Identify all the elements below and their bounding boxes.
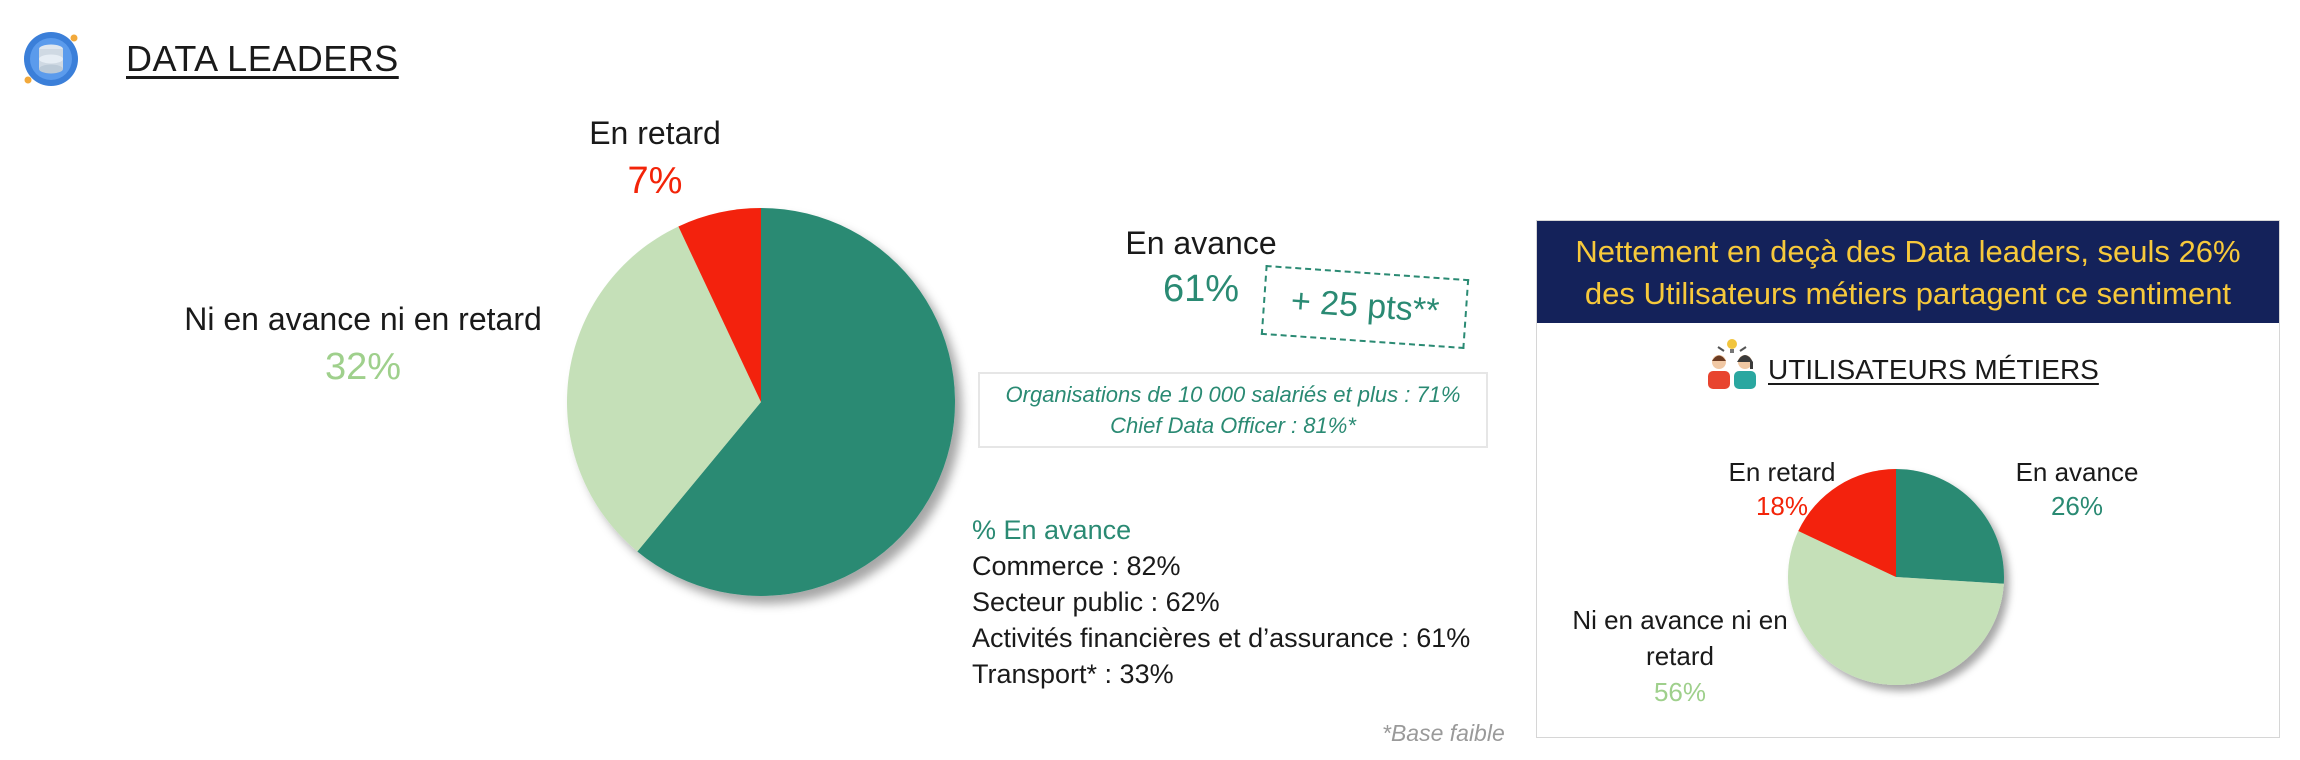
note-box: Organisations de 10 000 salariés et plus… [978,372,1488,448]
business-users-icon [1704,338,1760,390]
panel-headline: Nettement en deçà des Data leaders, seul… [1537,221,2279,323]
small-label-line: Ni en avance ni en [1572,605,1788,635]
small-label-en-avance: En avance [2015,457,2139,487]
small-label-en-retard: En retard [1728,457,1836,487]
page-title: DATA LEADERS [126,38,399,79]
small-label-line: retard [1646,641,1714,672]
small-pie-slice-en-retard [1798,469,1896,577]
sector-heading: % En avance [972,515,1132,545]
database-icon [20,28,82,90]
sector-item: Commerce : 82% [972,551,1181,581]
label-en-avance: En avance [1125,225,1277,261]
panel-subtitle: UTILISATEURS MÉTIERS [1768,354,2099,385]
main-pie-chart [567,208,955,596]
small-value-ni-avance-ni-retard: 56% [1653,677,1707,707]
sector-item: Activités financières et d’assurance : 6… [972,623,1471,653]
base-note: *Base faible [1382,720,1505,746]
panel-headline-line: Nettement en deçà des Data leaders, seul… [1575,234,2241,269]
main-pie-slice-en-avance [637,208,955,596]
value-ni-avance-ni-retard: 32% [324,346,402,388]
value-en-retard: 7% [627,160,683,202]
sector-list: % En avance Commerce : 82% Secteur publi… [972,512,1470,692]
small-pie-slice-ni-en-avance-ni-en-retard [1788,531,2004,685]
small-label-ni-avance-ni-retard: Ni en avance ni en retard [1560,602,1800,675]
note-line: Chief Data Officer : 81%* [1110,413,1356,438]
label-ni-avance-ni-retard: Ni en avance ni en retard [184,301,542,337]
comparison-panel: Nettement en deçà des Data leaders, seul… [1536,220,2280,738]
main-pie-slice-en-retard [678,208,761,402]
points-badge: + 25 pts** [1260,264,1470,350]
sector-item: Secteur public : 62% [972,587,1220,617]
label-en-retard: En retard [589,115,721,151]
main-pie-slice-ni-en-avance-ni-en-retard [567,226,761,552]
small-pie-slice-en-avance [1896,469,2004,584]
small-value-en-retard: 18% [1755,491,1809,521]
small-value-en-avance: 26% [2050,491,2104,521]
sector-item: Transport* : 33% [972,659,1174,689]
panel-headline-line: des Utilisateurs métiers partagent ce se… [1584,276,2232,311]
note-line: Organisations de 10 000 salariés et plus… [1005,382,1461,407]
small-pie-chart [1788,469,2004,685]
value-en-avance: 61% [1162,268,1240,310]
